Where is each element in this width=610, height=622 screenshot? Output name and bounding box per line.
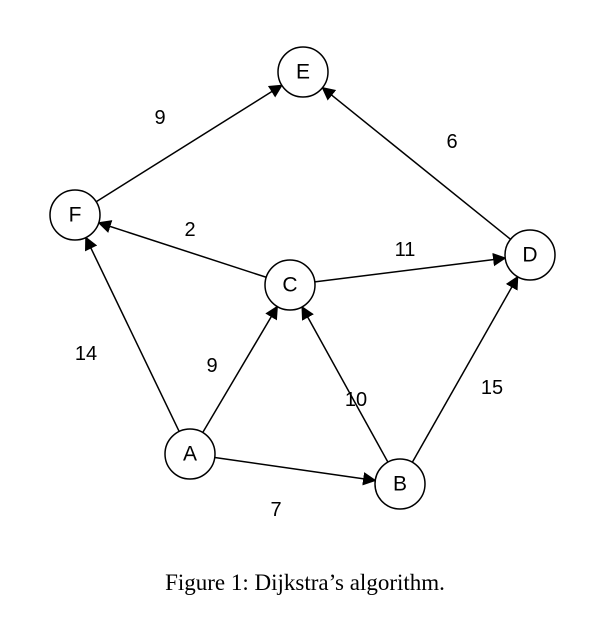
edge-weight-A-F: 14: [75, 343, 97, 365]
node-label-B: B: [393, 473, 407, 496]
nodes-group: A B C D E F: [50, 47, 555, 509]
node-C: C: [265, 260, 315, 310]
edge-weight-F-E: 9: [154, 107, 165, 129]
node-F: F: [50, 190, 100, 240]
edge-B-D: [412, 277, 517, 463]
node-D: D: [505, 230, 555, 280]
figure-container: 7 9 14 10 15 11 2 6 9 A B C D E F Figure 1: Dijkstra’s…: [0, 0, 610, 622]
edge-A-B: [215, 458, 376, 481]
figure-caption: Figure 1: Dijkstra’s algorithm.: [0, 570, 610, 596]
edge-F-E: [96, 85, 282, 201]
node-label-A: A: [183, 443, 197, 466]
edge-weight-B-D: 15: [481, 377, 503, 399]
edge-weight-A-C: 9: [206, 355, 217, 377]
edge-C-F: [99, 223, 266, 278]
edge-A-F: [86, 238, 179, 432]
node-label-C: C: [282, 274, 297, 297]
edge-weight-A-B: 7: [270, 499, 281, 521]
edge-weight-B-C: 10: [345, 389, 367, 411]
edge-weight-C-F: 2: [184, 219, 195, 241]
node-A: A: [165, 429, 215, 479]
edge-B-C: [302, 307, 388, 462]
node-label-D: D: [522, 244, 537, 267]
graph-svg: 7 9 14 10 15 11 2 6 9 A B C D E F: [0, 0, 610, 622]
edge-C-D: [315, 258, 505, 282]
edge-weight-C-D: 11: [395, 239, 416, 261]
edge-D-E: [322, 88, 510, 240]
node-label-F: F: [69, 204, 82, 227]
edge-weight-D-E: 6: [446, 131, 457, 153]
node-E: E: [278, 47, 328, 97]
node-label-E: E: [296, 61, 310, 84]
node-B: B: [375, 459, 425, 509]
